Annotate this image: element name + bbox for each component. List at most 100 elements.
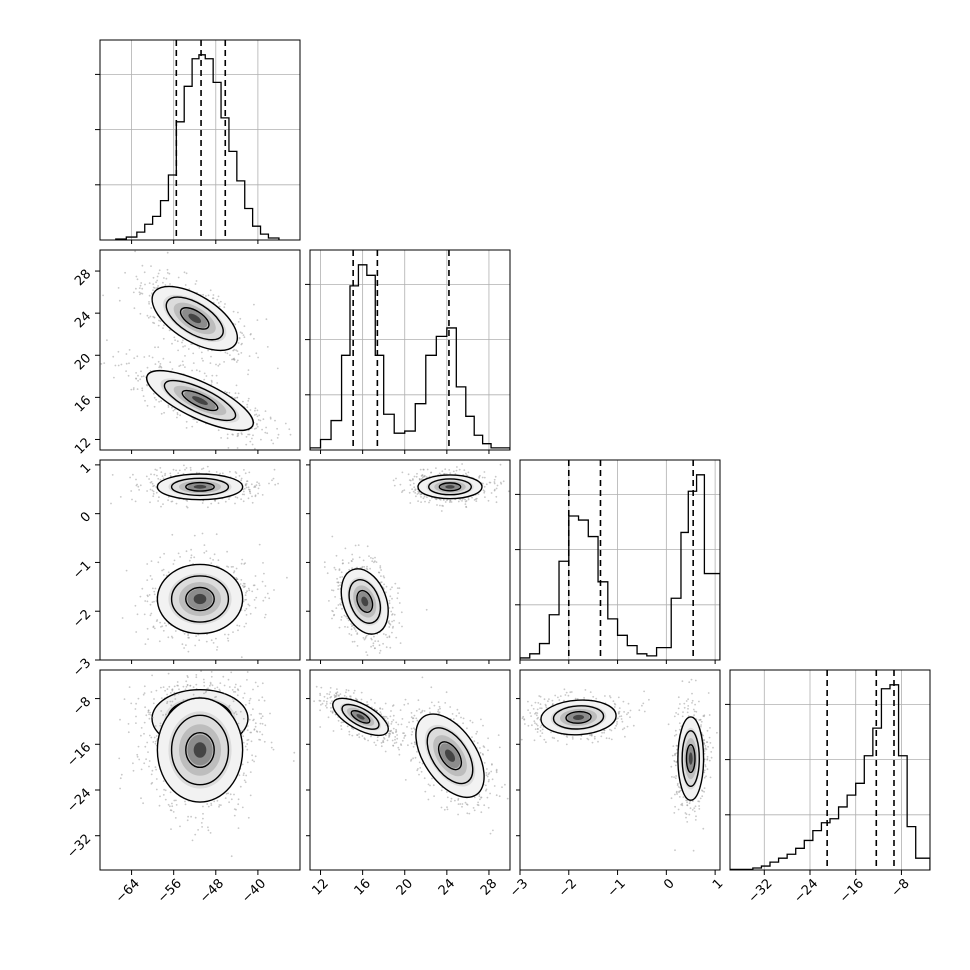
sample-point [268,597,271,600]
sample-point [127,723,130,725]
sample-point [358,556,361,559]
sample-point [246,748,249,751]
sample-point [247,373,249,376]
sample-point [140,734,142,737]
sample-point [177,552,180,555]
sample-point [340,571,343,574]
sample-point [195,674,198,676]
sample-point [241,806,244,809]
sample-point [149,575,152,577]
sample-point [417,492,420,495]
sample-point [147,711,150,714]
sample-point [152,392,155,395]
sample-point [150,612,153,615]
sample-point [383,583,385,586]
sample-point [435,498,438,501]
sample-point [219,690,222,692]
sample-point [435,467,437,469]
sample-point [337,588,339,590]
sample-point [255,352,258,355]
sample-point [236,396,239,399]
sample-point [110,502,112,505]
sample-point [244,745,247,748]
sample-point [130,388,133,391]
sample-point [189,469,192,471]
sample-point [409,502,412,504]
sample-point [163,411,166,414]
sample-point [385,585,388,588]
sample-point [189,466,192,469]
sample-point [172,468,175,471]
sample-point [245,622,248,625]
sample-point [232,565,234,568]
sample-point [450,501,453,503]
sample-point [258,482,260,485]
contour-line [185,481,215,492]
sample-point [284,422,287,425]
sample-point [253,728,256,730]
sample-point [155,281,158,284]
sample-point [153,396,156,399]
sample-point [135,275,138,278]
sample-point [512,473,514,475]
sample-point [399,642,402,644]
sample-point [169,692,172,694]
sample-point [251,754,254,757]
sample-point [198,639,201,642]
density-shade [193,484,207,489]
sample-point [255,596,258,599]
sample-point [221,472,224,475]
contour-line [356,589,374,614]
sample-point [346,626,349,628]
sample-point [415,495,417,498]
sample-point [205,295,207,297]
sample-point [182,699,185,702]
sample-point [248,488,250,491]
sample-point [140,768,143,771]
sample-point [365,651,368,653]
sample-point [355,630,357,632]
sample-point [338,626,341,629]
sample-point [467,498,470,501]
sample-point [229,793,232,796]
sample-point [246,480,248,483]
sample-point [233,357,236,360]
sample-point [244,594,247,596]
sample-point [241,332,244,335]
sample-point [167,499,170,502]
sample-point [373,635,375,638]
sample-point [238,475,241,477]
sample-point [156,469,158,471]
sample-point [213,553,216,556]
sample-point [207,805,210,808]
sample-point [230,798,233,801]
sample-point [103,362,106,364]
sample-point [194,644,197,647]
sample-point [191,425,194,428]
sample-point [238,625,241,627]
sample-point [205,550,208,552]
sample-point [356,633,359,635]
sample-point [184,345,186,347]
sample-point [218,305,221,308]
sample-point [168,329,171,332]
marks-layer [100,40,930,870]
sample-point [335,554,338,557]
sample-point [224,500,227,503]
sample-point [169,361,172,364]
sample-point [449,501,451,503]
sample-point [155,620,158,622]
sample-point [256,409,259,412]
sample-point [241,558,244,561]
sample-point [148,760,151,762]
sample-point [273,589,275,591]
sample-point [243,563,246,565]
sample-point [263,572,265,575]
sample-point [179,414,182,417]
sample-point [150,473,152,476]
sample-point [475,498,477,500]
sample-point [493,489,496,492]
sample-point [118,299,121,302]
sample-point [151,489,154,492]
